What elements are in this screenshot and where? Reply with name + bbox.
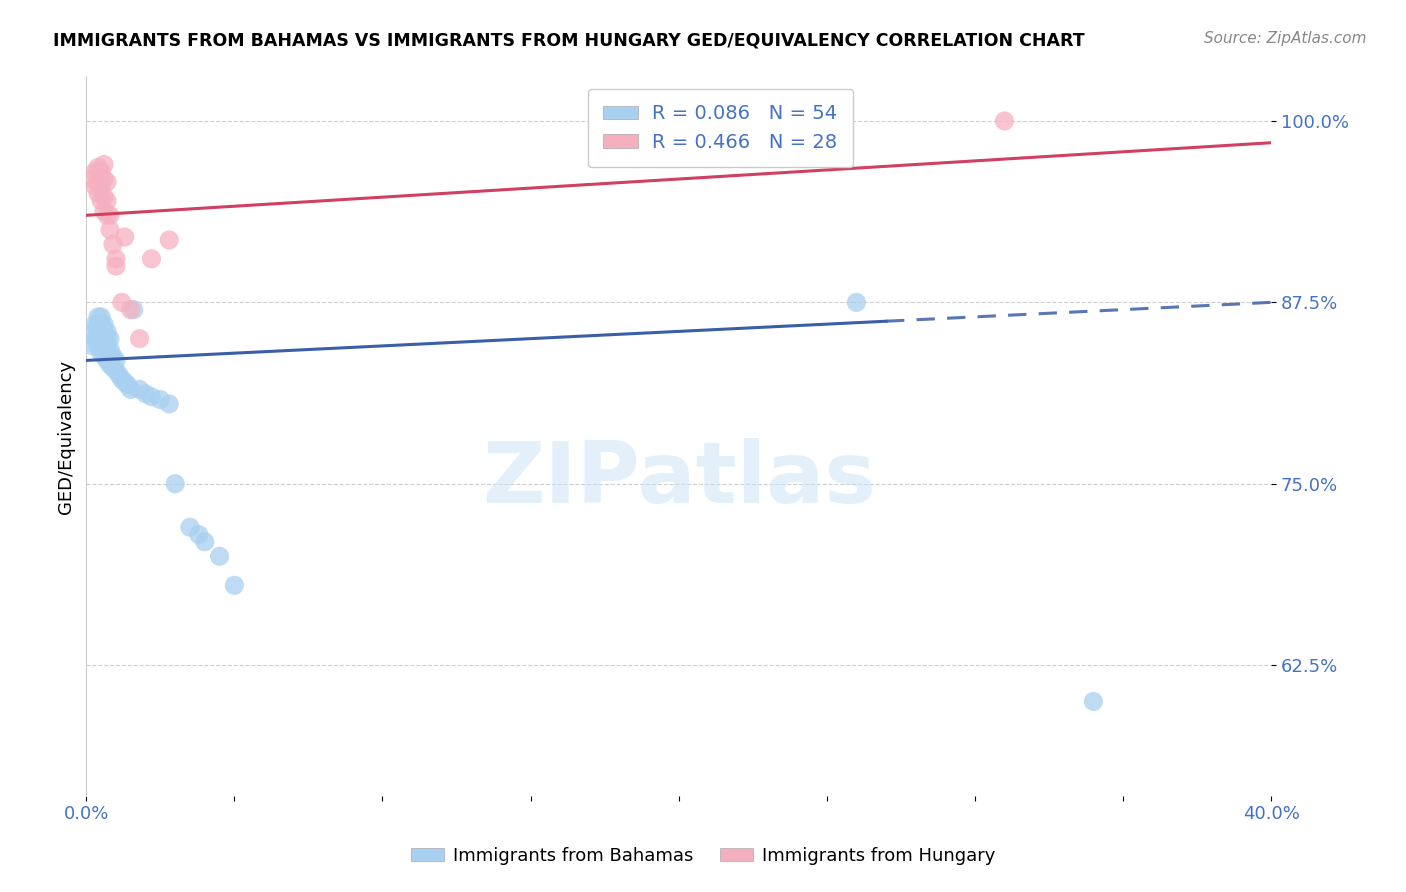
- Point: [96, 194, 118, 208]
- Point: [90, 334, 112, 349]
- Point: [208, 549, 231, 564]
- Point: [98, 223, 121, 237]
- Point: [165, 476, 187, 491]
- Point: [96, 325, 118, 339]
- Point: [93, 172, 115, 186]
- Point: [82, 172, 104, 186]
- Text: Source: ZipAtlas.com: Source: ZipAtlas.com: [1204, 31, 1367, 46]
- Point: [87, 339, 110, 353]
- Point: [84, 332, 107, 346]
- Point: [845, 295, 868, 310]
- Point: [101, 237, 124, 252]
- Point: [90, 194, 112, 208]
- Point: [114, 230, 136, 244]
- Legend: Immigrants from Bahamas, Immigrants from Hungary: Immigrants from Bahamas, Immigrants from…: [404, 840, 1002, 872]
- Point: [90, 317, 112, 331]
- Point: [93, 343, 115, 358]
- Point: [187, 527, 209, 541]
- Point: [84, 325, 107, 339]
- Point: [96, 339, 118, 353]
- Point: [87, 161, 110, 175]
- Point: [120, 383, 142, 397]
- Point: [87, 310, 110, 324]
- Point: [108, 368, 131, 382]
- Point: [93, 349, 115, 363]
- Point: [96, 175, 118, 189]
- Point: [194, 534, 217, 549]
- Point: [96, 353, 118, 368]
- Point: [149, 392, 172, 407]
- Point: [98, 342, 121, 356]
- Point: [993, 114, 1015, 128]
- Point: [93, 203, 115, 218]
- Point: [90, 339, 112, 353]
- Point: [122, 302, 145, 317]
- Point: [90, 325, 112, 339]
- Point: [111, 295, 134, 310]
- Point: [96, 332, 118, 346]
- Text: IMMIGRANTS FROM BAHAMAS VS IMMIGRANTS FROM HUNGARY GED/EQUIVALENCY CORRELATION C: IMMIGRANTS FROM BAHAMAS VS IMMIGRANTS FR…: [53, 31, 1085, 49]
- Point: [114, 375, 136, 389]
- Point: [141, 390, 163, 404]
- Point: [1083, 694, 1105, 708]
- Point: [90, 332, 112, 346]
- Point: [98, 358, 121, 372]
- Point: [111, 372, 134, 386]
- Point: [104, 363, 127, 377]
- Point: [84, 317, 107, 331]
- Point: [84, 179, 107, 194]
- Point: [87, 186, 110, 201]
- Point: [104, 259, 127, 273]
- Point: [104, 252, 127, 266]
- Point: [157, 397, 180, 411]
- Point: [87, 317, 110, 331]
- Point: [84, 165, 107, 179]
- Point: [101, 360, 124, 375]
- Point: [98, 332, 121, 346]
- Point: [101, 349, 124, 363]
- Legend: R = 0.086   N = 54, R = 0.466   N = 28: R = 0.086 N = 54, R = 0.466 N = 28: [588, 88, 852, 168]
- Point: [90, 346, 112, 360]
- Point: [93, 339, 115, 353]
- Point: [93, 157, 115, 171]
- Point: [98, 349, 121, 363]
- Point: [157, 233, 180, 247]
- Point: [224, 578, 246, 592]
- Point: [104, 353, 127, 368]
- Y-axis label: GED/Equivalency: GED/Equivalency: [58, 359, 75, 514]
- Point: [87, 175, 110, 189]
- Point: [96, 208, 118, 222]
- Point: [90, 179, 112, 194]
- Point: [128, 332, 150, 346]
- Point: [120, 302, 142, 317]
- Point: [96, 346, 118, 360]
- Text: ZIPatlas: ZIPatlas: [482, 438, 876, 521]
- Point: [90, 165, 112, 179]
- Point: [93, 317, 115, 331]
- Point: [82, 339, 104, 353]
- Point: [87, 325, 110, 339]
- Point: [90, 310, 112, 324]
- Point: [179, 520, 201, 534]
- Point: [93, 189, 115, 203]
- Point: [135, 386, 157, 401]
- Point: [117, 378, 139, 392]
- Point: [87, 332, 110, 346]
- Point: [98, 208, 121, 222]
- Point: [93, 332, 115, 346]
- Point: [128, 383, 150, 397]
- Point: [93, 325, 115, 339]
- Point: [141, 252, 163, 266]
